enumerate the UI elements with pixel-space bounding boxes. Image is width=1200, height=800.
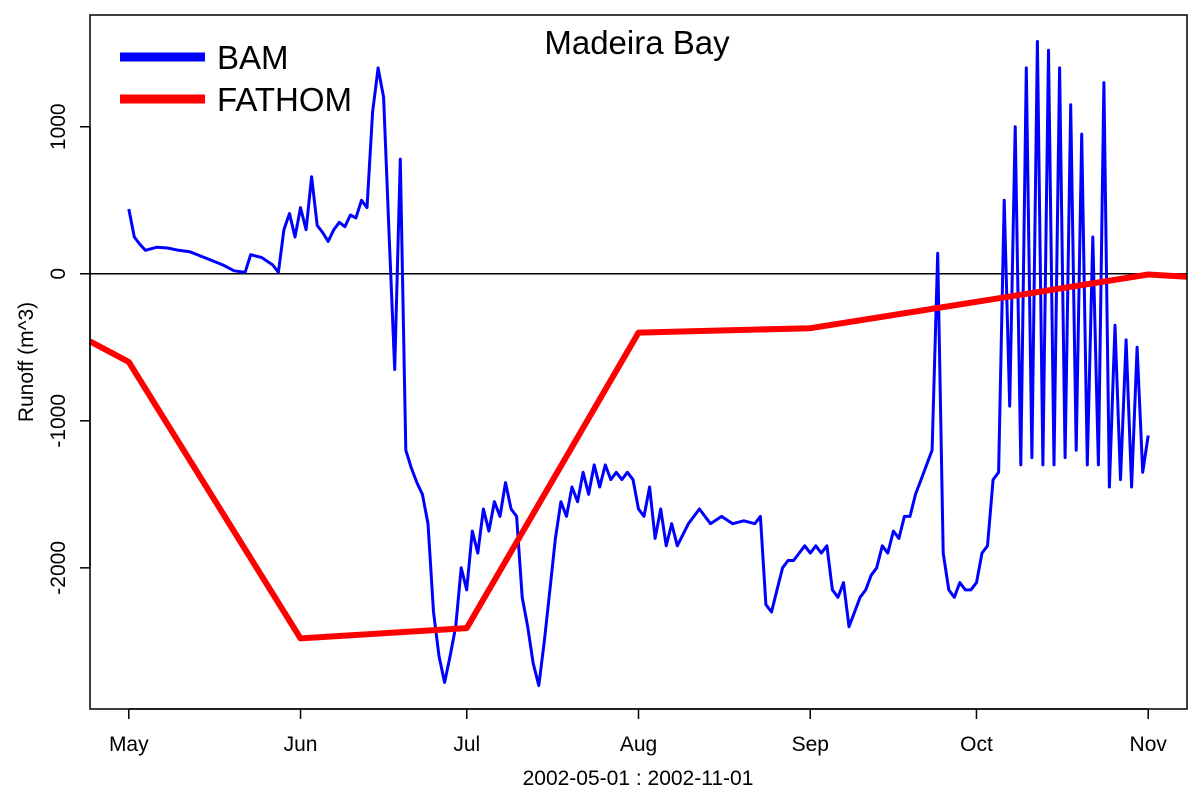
series-layer (88, 40, 1188, 687)
x-tick-label: Aug (620, 733, 657, 756)
x-tick-label: Jun (284, 733, 318, 756)
x-axis-title: 2002-05-01 : 2002-11-01 (523, 767, 754, 790)
x-tick-label: Nov (1130, 733, 1168, 756)
series-line-bam (127, 40, 1150, 687)
chart-title: Madeira Bay (544, 24, 730, 61)
y-axis: -2000 -1000 0 1000 (47, 103, 91, 595)
x-tick-label: Jul (453, 733, 480, 756)
x-tick-label: Oct (960, 733, 993, 756)
legend-label-bam: BAM (217, 39, 289, 76)
y-axis-title: Runoff (m^3) (15, 302, 38, 422)
legend: BAM FATHOM (120, 39, 352, 118)
x-axis: May Jun Jul Aug Sep Oct Nov (109, 708, 1168, 756)
legend-label-fathom: FATHOM (217, 81, 352, 118)
x-tick-label: Sep (792, 733, 829, 756)
y-tick-label: 0 (47, 268, 70, 280)
y-tick-label: 1000 (47, 103, 70, 150)
y-tick-label: -1000 (47, 394, 70, 448)
y-tick-label: -2000 (47, 541, 70, 595)
x-tick-label: May (109, 733, 149, 756)
series-line-fathom (88, 271, 1188, 642)
